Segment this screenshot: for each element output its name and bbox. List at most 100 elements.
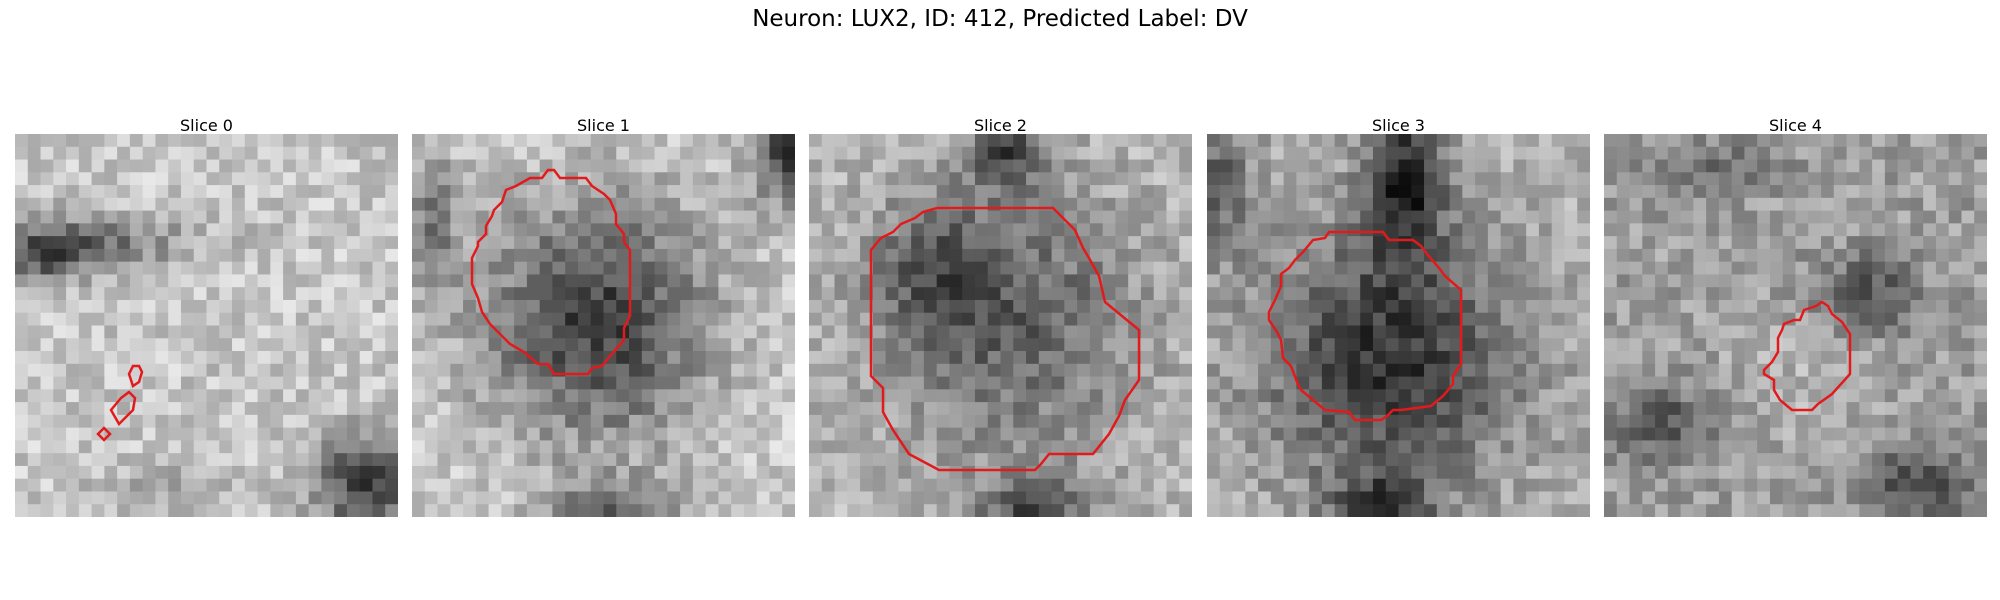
image-pixel [1245, 402, 1259, 416]
image-pixel [616, 248, 630, 263]
image-pixel [1219, 210, 1234, 224]
image-pixel [1334, 261, 1349, 276]
image-pixel [1026, 440, 1040, 454]
image-pixel [180, 299, 195, 314]
image-pixel [1526, 312, 1540, 327]
image-pixel [718, 197, 732, 212]
image-pixel [962, 172, 976, 186]
image-pixel [142, 248, 157, 263]
image-pixel [1372, 453, 1387, 467]
image-pixel [1424, 159, 1438, 173]
image-pixel [809, 465, 823, 480]
image-pixel [821, 223, 836, 237]
image-pixel [1782, 478, 1797, 493]
image-pixel [1923, 338, 1937, 352]
image-pixel [1347, 287, 1361, 301]
image-pixel [872, 414, 887, 429]
image-pixel [53, 287, 67, 301]
image-pixel [885, 427, 899, 441]
image-pixel [1923, 312, 1937, 327]
image-pixel [1833, 440, 1848, 454]
image-pixel [1064, 440, 1078, 454]
image-pixel [1706, 134, 1720, 148]
image-pixel [193, 197, 208, 212]
image-pixel [1551, 134, 1566, 148]
image-pixel [1935, 389, 1950, 403]
image-pixel [1347, 248, 1361, 263]
image-pixel [463, 299, 477, 314]
image-pixel [1089, 223, 1104, 237]
image-pixel [1385, 134, 1400, 148]
image-pixel [1629, 427, 1643, 441]
image-pixel [1296, 197, 1310, 212]
image-pixel [321, 312, 335, 327]
image-pixel [1564, 376, 1578, 390]
image-pixel [834, 465, 848, 480]
image-pixel [168, 504, 182, 517]
image-pixel [66, 248, 80, 263]
image-pixel [1219, 261, 1234, 276]
image-pixel [526, 363, 541, 378]
image-pixel [1102, 223, 1116, 237]
image-pixel [1577, 185, 1590, 199]
image-pixel [78, 363, 93, 378]
image-pixel [1744, 248, 1758, 263]
image-pixel [616, 159, 630, 173]
image-pixel [565, 453, 579, 467]
image-pixel [1128, 236, 1142, 250]
image-pixel [1551, 440, 1566, 454]
image-pixel [1744, 299, 1758, 314]
image-pixel [1207, 376, 1221, 390]
image-pixel [1884, 389, 1899, 403]
image-pixel [206, 274, 220, 288]
image-pixel [1207, 299, 1221, 314]
image-pixel [1232, 134, 1246, 148]
image-pixel [936, 491, 951, 505]
image-pixel [1436, 351, 1451, 365]
image-pixel [731, 197, 745, 212]
image-pixel [1961, 376, 1975, 390]
image-pixel [437, 478, 451, 493]
image-pixel [1347, 440, 1361, 454]
image-pixel [1372, 351, 1387, 365]
roi-contour [1762, 300, 1852, 412]
image-pixel [488, 134, 502, 148]
image-pixel [1513, 134, 1527, 148]
image-pixel [1935, 491, 1950, 505]
image-pixel [1948, 325, 1963, 339]
image-pixel [321, 351, 335, 365]
image-pixel [1935, 312, 1950, 327]
image-pixel [1604, 376, 1618, 390]
image-pixel [1283, 197, 1297, 212]
image-pixel [1872, 478, 1886, 493]
image-pixel [1296, 440, 1310, 454]
image-pixel [1219, 134, 1234, 148]
image-pixel [270, 197, 284, 212]
image-pixel [206, 402, 220, 416]
image-pixel [898, 261, 912, 276]
image-pixel [1655, 453, 1669, 467]
image-pixel [1077, 146, 1091, 161]
image-pixel [1655, 491, 1669, 505]
image-pixel [1411, 427, 1425, 441]
image-pixel [1347, 363, 1361, 378]
image-pixel [1935, 504, 1950, 517]
image-pixel [244, 248, 259, 263]
image-pixel [232, 172, 246, 186]
image-pixel [1475, 325, 1489, 339]
image-pixel [1910, 402, 1924, 416]
image-pixel [1706, 504, 1720, 517]
image-pixel [731, 261, 745, 276]
image-pixel [782, 223, 795, 237]
image-pixel [1398, 261, 1412, 276]
image-pixel [756, 274, 771, 288]
image-pixel [641, 299, 656, 314]
image-pixel [1923, 440, 1937, 454]
image-pixel [15, 402, 29, 416]
image-pixel [1258, 325, 1272, 339]
image-pixel [1923, 325, 1937, 339]
image-pixel [1500, 402, 1514, 416]
image-pixel [898, 197, 912, 212]
image-pixel [680, 159, 694, 173]
image-pixel [1718, 134, 1733, 148]
